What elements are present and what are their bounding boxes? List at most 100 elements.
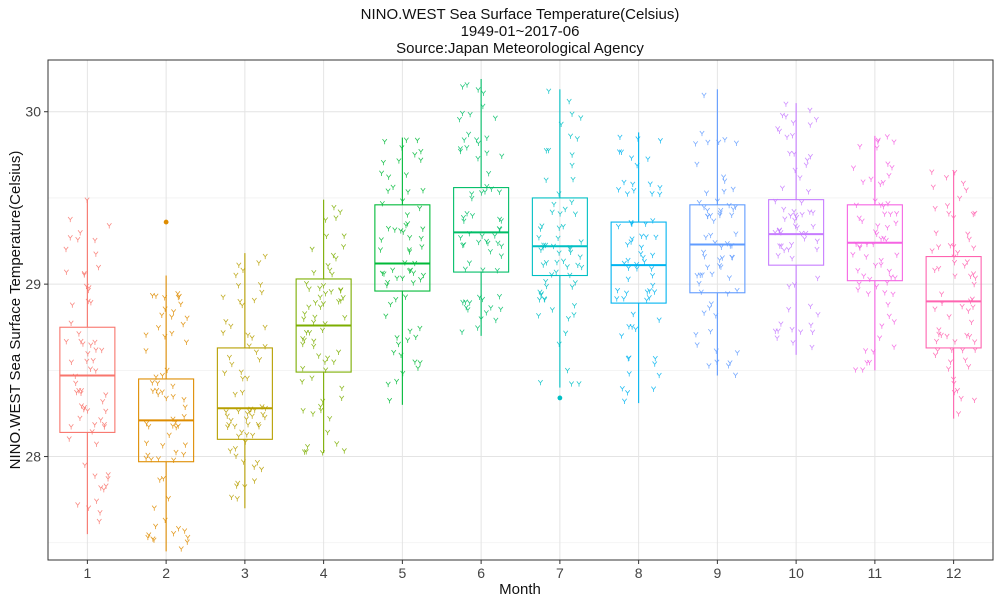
jitter-point xyxy=(965,231,971,237)
jitter-point xyxy=(331,204,337,211)
box-month-9 xyxy=(689,89,746,376)
jitter-point xyxy=(461,218,467,224)
jitter-point xyxy=(475,87,481,93)
jitter-point xyxy=(312,314,318,321)
jitter-point xyxy=(461,242,467,248)
jitter-point xyxy=(963,187,969,193)
jitter-point xyxy=(380,159,386,166)
jitter-point xyxy=(475,155,481,162)
jitter-point xyxy=(322,359,328,365)
jitter-point xyxy=(323,233,329,240)
jitter-point xyxy=(406,268,412,274)
jitter-point xyxy=(387,301,393,308)
jitter-point xyxy=(881,235,887,242)
jitter-point xyxy=(794,225,800,231)
jitter-point xyxy=(498,306,504,313)
jitter-point xyxy=(460,242,466,249)
x-tick-label: 9 xyxy=(713,565,721,581)
jitter-point xyxy=(556,225,562,231)
jitter-point xyxy=(886,313,892,320)
jitter-point xyxy=(944,333,950,340)
jitter-point xyxy=(475,325,481,331)
jitter-point xyxy=(546,88,552,94)
jitter-point xyxy=(232,446,238,452)
jitter-point xyxy=(414,137,420,144)
jitter-point xyxy=(621,179,627,186)
jitter-point xyxy=(328,289,334,295)
jitter-point xyxy=(155,380,161,386)
jitter-point xyxy=(568,381,575,387)
chart-subtitle-period: 1949-01~2017-06 xyxy=(461,23,580,40)
jitter-point xyxy=(233,453,239,459)
jitter-point xyxy=(733,204,739,210)
jitter-point xyxy=(93,251,99,257)
jitter-point xyxy=(868,176,874,182)
jitter-point xyxy=(863,348,869,354)
iqr-box xyxy=(689,204,746,294)
jitter-point xyxy=(629,155,635,161)
jitter-point xyxy=(387,397,393,404)
jitter-point xyxy=(947,242,953,249)
jitter-point xyxy=(725,291,731,297)
jitter-point xyxy=(173,449,179,456)
jitter-point xyxy=(615,287,621,294)
box-month-11 xyxy=(846,135,903,371)
jitter-point xyxy=(181,451,187,458)
jitter-point xyxy=(143,332,149,338)
jitter-point xyxy=(181,396,187,403)
jitter-point xyxy=(792,217,798,224)
jitter-point xyxy=(944,203,950,209)
jitter-point xyxy=(863,254,869,260)
jitter-point xyxy=(878,262,884,268)
jitter-point xyxy=(379,270,385,277)
jitter-point xyxy=(651,386,657,392)
jitter-point xyxy=(151,505,157,511)
y-axis-title: NINO.WEST Sea Surface Temperature(Celsiu… xyxy=(7,151,24,470)
jitter-point xyxy=(936,331,942,338)
jitter-point xyxy=(220,330,226,336)
jitter-point xyxy=(946,366,952,372)
jitter-point xyxy=(159,372,165,379)
jitter-point xyxy=(412,359,418,365)
jitter-point xyxy=(626,355,632,361)
jitter-point xyxy=(223,319,229,325)
jitter-point xyxy=(733,231,739,237)
jitter-point xyxy=(384,282,390,289)
jitter-point xyxy=(69,302,75,308)
jitter-point xyxy=(396,158,402,164)
jitter-point xyxy=(475,140,481,147)
jitter-point xyxy=(417,325,423,332)
y-tick-label: 29 xyxy=(25,276,41,292)
jitter-point xyxy=(775,328,781,334)
jitter-point xyxy=(626,371,632,377)
jitter-point xyxy=(325,429,331,436)
jitter-point xyxy=(495,240,501,246)
jitter-point xyxy=(726,275,732,281)
jitter-point xyxy=(970,211,976,218)
jitter-point xyxy=(98,485,104,491)
jitter-point xyxy=(184,315,190,321)
jitter-point xyxy=(778,243,784,249)
jitter-point xyxy=(171,309,177,315)
jitter-point xyxy=(320,398,326,405)
jitter-point xyxy=(943,174,949,181)
jitter-point xyxy=(482,189,488,195)
jitter-point xyxy=(101,424,107,430)
jitter-point xyxy=(579,264,585,271)
outlier-point xyxy=(557,395,563,401)
jitter-point xyxy=(327,267,333,274)
jitter-point xyxy=(309,375,315,381)
jitter-point xyxy=(323,290,329,297)
jitter-point xyxy=(577,254,583,260)
jitter-point xyxy=(650,272,656,279)
jitter-point xyxy=(708,232,714,239)
jitter-point xyxy=(178,546,184,552)
jitter-point xyxy=(879,323,885,329)
jitter-point xyxy=(972,339,978,345)
jitter-point xyxy=(810,223,816,230)
jitter-point xyxy=(160,475,166,482)
jitter-point xyxy=(541,296,547,302)
jitter-point xyxy=(874,145,880,151)
jitter-point xyxy=(960,180,966,187)
jitter-point xyxy=(420,187,426,194)
